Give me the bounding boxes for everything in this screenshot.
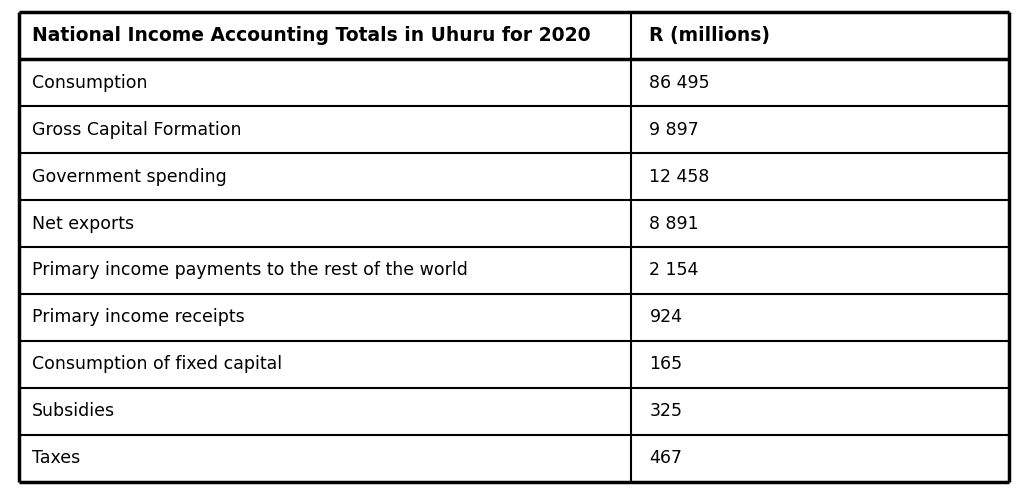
Text: Gross Capital Formation: Gross Capital Formation — [32, 121, 242, 139]
Text: Consumption of fixed capital: Consumption of fixed capital — [32, 355, 282, 373]
Text: 467: 467 — [650, 449, 683, 467]
Text: Primary income payments to the rest of the world: Primary income payments to the rest of t… — [32, 261, 468, 280]
Text: 12 458: 12 458 — [650, 167, 709, 186]
Text: 2 154: 2 154 — [650, 261, 699, 280]
Text: Consumption: Consumption — [32, 74, 147, 92]
Text: Government spending: Government spending — [32, 167, 226, 186]
Text: Subsidies: Subsidies — [32, 402, 115, 420]
Text: 9 897: 9 897 — [650, 121, 699, 139]
Text: 165: 165 — [650, 355, 683, 373]
Text: Taxes: Taxes — [32, 449, 80, 467]
Text: R (millions): R (millions) — [650, 26, 770, 45]
Text: 86 495: 86 495 — [650, 74, 710, 92]
Text: National Income Accounting Totals in Uhuru for 2020: National Income Accounting Totals in Uhu… — [32, 26, 590, 45]
Text: Primary income receipts: Primary income receipts — [32, 308, 245, 327]
Text: 325: 325 — [650, 402, 683, 420]
Text: 8 891: 8 891 — [650, 214, 699, 233]
Text: 924: 924 — [650, 308, 683, 327]
Text: Net exports: Net exports — [32, 214, 134, 233]
